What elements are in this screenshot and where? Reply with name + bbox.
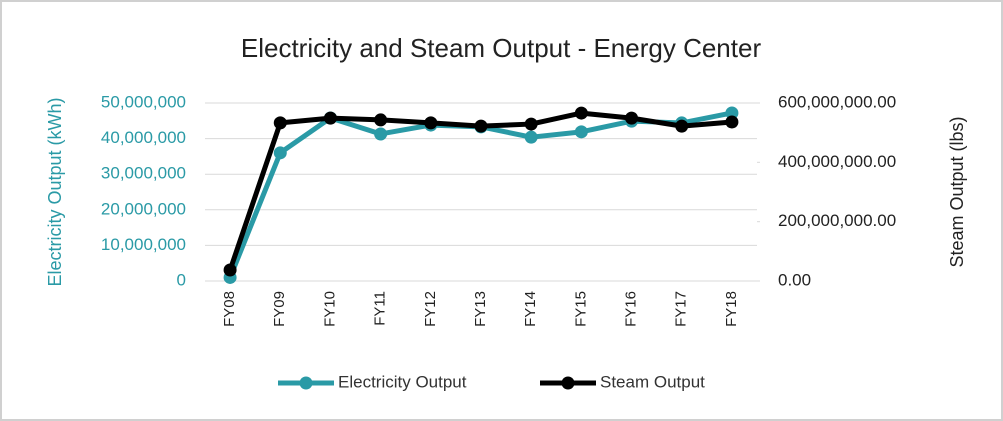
series-marker [223,263,237,277]
series-marker [675,119,689,133]
y2-axis-label: Steam Output (lbs) [947,116,967,267]
series-marker [524,117,538,131]
x-tick-label: FY18 [723,291,740,327]
y2-tick-label: 0.00 [778,270,811,289]
x-tick-label: FY17 [673,291,690,327]
legend-label: Steam Output [600,372,705,391]
series-marker [374,127,388,141]
x-tick-label: FY08 [221,291,238,327]
series-marker [273,116,287,130]
y-tick-label: 10,000,000 [101,235,186,254]
x-tick-label: FY15 [572,291,589,327]
x-tick-label: FY14 [522,291,539,327]
y-tick-label: 40,000,000 [101,128,186,147]
y2-tick-label: 400,000,000.00 [778,152,896,171]
x-tick-label: FY16 [623,291,640,327]
series-marker [574,106,588,120]
series-marker [323,111,337,125]
series-marker [374,113,388,127]
series-marker [625,111,639,125]
legend-marker [299,376,313,390]
x-tick-label: FY12 [422,291,439,327]
y2-tick-label: 600,000,000.00 [778,92,896,111]
legend-marker [561,376,575,390]
y-axis-label: Electricity Output (kWh) [45,97,65,286]
y-tick-label: 0 [177,270,186,289]
series-marker [424,116,438,130]
series-marker [524,130,538,144]
x-tick-label: FY09 [271,291,288,327]
y-tick-label: 50,000,000 [101,92,186,111]
chart-title: Electricity and Steam Output - Energy Ce… [241,33,762,63]
x-tick-label: FY13 [472,291,489,327]
x-tick-label: FY10 [321,291,338,327]
series-marker [273,146,287,160]
y-tick-label: 30,000,000 [101,164,186,183]
series-marker [725,115,739,129]
y-tick-label: 20,000,000 [101,199,186,218]
legend-label: Electricity Output [338,372,467,391]
y2-tick-label: 200,000,000.00 [778,211,896,230]
series-marker [574,125,588,139]
series-marker [474,119,488,133]
series-marker [725,106,739,120]
x-tick-label: FY11 [372,291,389,326]
